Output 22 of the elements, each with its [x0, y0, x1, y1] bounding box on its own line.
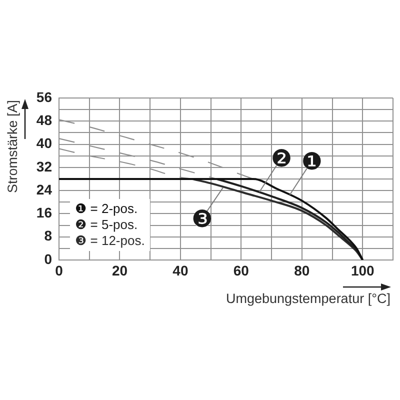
text: ❸ = 12-pos.	[75, 233, 145, 249]
series-label: ❶ = 2-pos.	[75, 201, 139, 217]
y-tick-label: 8	[44, 228, 52, 244]
x-tick-label: 0	[55, 262, 64, 278]
y-tick-label: 0	[44, 250, 52, 267]
x-tick-label: 20	[112, 262, 128, 278]
y-tick-label: 56	[36, 88, 52, 105]
x-tick-label: 40	[172, 262, 188, 278]
x-tick-label: 80	[294, 262, 310, 278]
annotation: ❸	[191, 205, 213, 234]
y-tick-label: 32	[36, 158, 52, 174]
x-tick-label: 100	[350, 262, 375, 278]
y-tick-label: 40	[36, 135, 52, 152]
y-tick-label: 16	[36, 204, 52, 221]
y-tick-label: 24	[36, 181, 52, 198]
y-tick-label: 48	[36, 112, 52, 128]
annotation: ❶	[301, 147, 323, 176]
y-axis-title: Stromstärke [A]	[4, 99, 20, 193]
text: ❷ = 5-pos.	[75, 217, 139, 233]
x-axis-title: Umgebungstemperatur [°C]	[226, 291, 390, 306]
x-tick-label: 60	[233, 262, 250, 278]
annotation: ❷	[270, 144, 292, 173]
